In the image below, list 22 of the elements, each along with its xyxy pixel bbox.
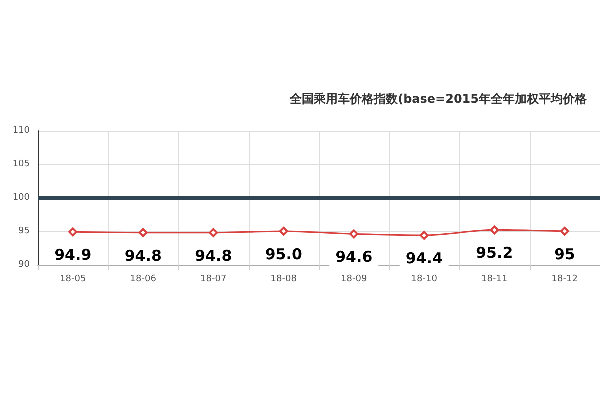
data-label: 94.4 xyxy=(406,250,443,268)
data-label: 94.6 xyxy=(336,248,373,266)
x-tick-label: 18-08 xyxy=(270,274,298,284)
y-tick-label: 95 xyxy=(18,226,30,236)
y-tick-label: 100 xyxy=(12,193,30,203)
chart-title: 全国乘用车价格指数(base=2015年全年加权平均价格 xyxy=(289,92,588,106)
data-label: 95.2 xyxy=(476,244,514,262)
data-label: 94.8 xyxy=(124,246,162,265)
x-tick-label: 18-07 xyxy=(200,274,227,284)
x-tick-label: 18-10 xyxy=(411,274,438,284)
x-tick-label: 18-09 xyxy=(341,274,368,284)
x-tick-label: 18-12 xyxy=(552,274,578,284)
y-tick-label: 110 xyxy=(12,126,30,136)
data-label: 94.9 xyxy=(54,246,92,264)
y-tick-label: 105 xyxy=(12,160,30,170)
y-tick-label: 90 xyxy=(18,260,30,270)
data-label: 95.0 xyxy=(265,246,302,264)
x-tick-label: 18-06 xyxy=(130,274,157,284)
x-tick-label: 18-11 xyxy=(482,274,508,284)
data-label: 94.8 xyxy=(195,246,232,265)
x-tick-label: 18-05 xyxy=(60,274,86,284)
data-label: 95 xyxy=(554,246,576,264)
